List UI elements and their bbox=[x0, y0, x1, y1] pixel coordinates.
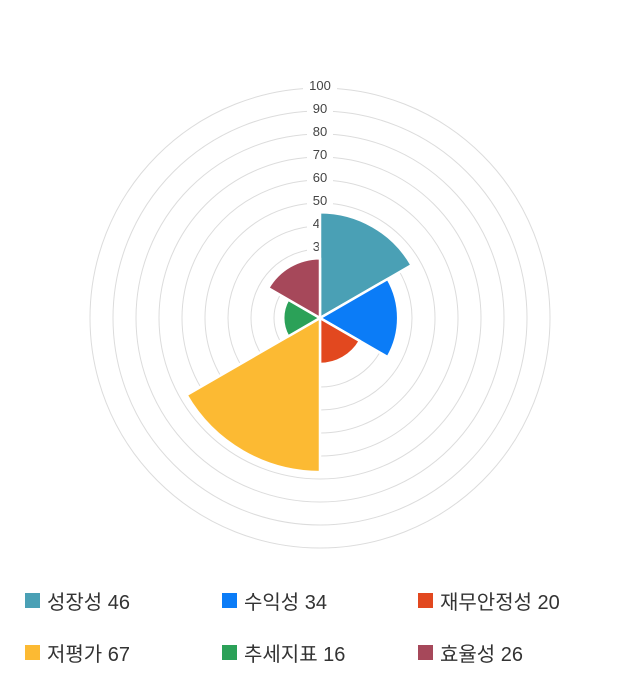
legend-item-financial-stability: 재무안정성 20 bbox=[418, 588, 560, 614]
tick-label-background bbox=[307, 100, 333, 117]
tick-label: 70 bbox=[313, 147, 327, 162]
tick-label: 90 bbox=[313, 101, 327, 116]
legend-item-growth: 성장성 46 bbox=[25, 588, 131, 614]
legend-swatch-profitability bbox=[222, 592, 237, 608]
rose-chart: 102030405060708090100 bbox=[89, 77, 551, 549]
tick-label-background bbox=[307, 123, 333, 140]
legend-swatch-efficiency bbox=[418, 644, 433, 660]
legend-item-undervaluation: 저평가 67 bbox=[25, 640, 131, 666]
legend-label-growth: 성장성 46 bbox=[47, 591, 131, 614]
legend-item-profitability: 수익성 34 bbox=[222, 588, 328, 614]
legend-swatch-financial-stability bbox=[418, 592, 433, 608]
legend-label-financial-stability: 재무안정성 20 bbox=[440, 591, 560, 614]
chart-sector-1[interactable] bbox=[318, 277, 400, 359]
legend-item-trend-indicator: 추세지표 16 bbox=[222, 640, 346, 666]
tick-label-background bbox=[307, 169, 333, 186]
legend-item-efficiency: 효율성 26 bbox=[418, 640, 524, 666]
legend-swatch-trend-indicator bbox=[222, 644, 237, 660]
tick-label-background bbox=[303, 77, 337, 94]
tick-label-background bbox=[307, 146, 333, 163]
chart-sector-3[interactable] bbox=[185, 316, 322, 474]
legend-label-profitability: 수익성 34 bbox=[244, 591, 328, 614]
chart-sector-5[interactable] bbox=[266, 256, 322, 320]
legend-swatch-undervaluation bbox=[25, 644, 40, 660]
legend-label-trend-indicator: 추세지표 16 bbox=[244, 643, 346, 666]
tick-label: 50 bbox=[313, 193, 327, 208]
chart-sector-0[interactable] bbox=[318, 210, 413, 320]
tick-label-background bbox=[307, 192, 333, 209]
tick-label: 80 bbox=[313, 124, 327, 139]
legend-label-undervaluation: 저평가 67 bbox=[47, 643, 131, 666]
legend-label-efficiency: 효율성 26 bbox=[440, 643, 524, 666]
tick-label: 60 bbox=[313, 170, 327, 185]
legend-swatch-growth bbox=[25, 592, 40, 608]
tick-label: 100 bbox=[309, 78, 331, 93]
